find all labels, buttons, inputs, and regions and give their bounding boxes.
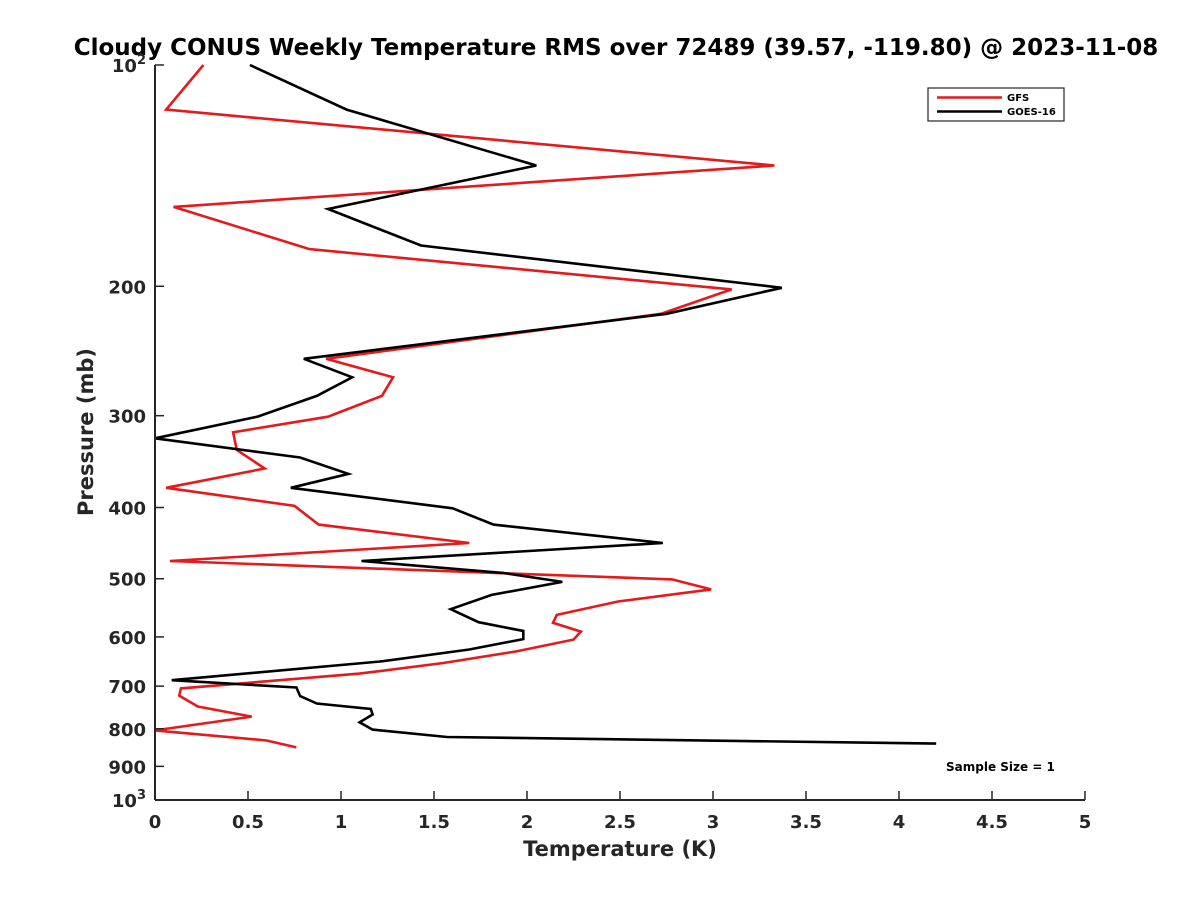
series-line-goes16 (154, 63, 937, 745)
x-tick-label: 1.5 (418, 812, 450, 833)
x-tick-label: 3 (707, 812, 720, 833)
x-tick-label: 0.5 (232, 812, 264, 833)
y-tick-label: 103 (112, 788, 146, 812)
legend: GFS GOES-16 (927, 87, 1065, 122)
legend-label-gfs: GFS (1007, 93, 1029, 104)
y-tick-label: 800 (108, 720, 146, 741)
x-tick-label: 5 (1079, 812, 1092, 833)
y-tick-label: 600 (108, 628, 146, 649)
series-line-gfs (154, 64, 775, 749)
y-axis-label: Pressure (mb) (74, 348, 98, 516)
x-tick-label: 2 (521, 812, 534, 833)
sample-size-annotation: Sample Size = 1 (946, 760, 1055, 774)
y-tick-label: 300 (108, 407, 146, 428)
y-axis-ticks: 102 200 300 400 500 600 700 800 900 103 (108, 53, 164, 812)
y-tick-label: 400 (108, 499, 146, 520)
x-tick-label: 0 (149, 812, 162, 833)
x-tick-label: 1 (335, 812, 348, 833)
y-tick-label: 200 (108, 277, 146, 298)
legend-box (927, 87, 1065, 122)
x-axis-ticks: 0 0.5 1 1.5 2 2.5 3 3.5 4 4.5 5 (149, 791, 1092, 833)
y-tick-label: 102 (112, 53, 146, 77)
y-tick-label: 500 (108, 570, 146, 591)
x-tick-label: 4.5 (976, 812, 1008, 833)
legend-label-goes16: GOES-16 (1007, 107, 1056, 118)
y-tick-label: 900 (108, 757, 146, 778)
chart-title: Cloudy CONUS Weekly Temperature RMS over… (74, 35, 1159, 61)
x-tick-label: 4 (893, 812, 906, 833)
plot-area: 0 0.5 1 1.5 2 2.5 3 3.5 4 4.5 5 102 200 300 400 500 600… (108, 53, 1091, 833)
x-tick-label: 2.5 (604, 812, 636, 833)
x-axis-label: Temperature (K) (523, 837, 717, 861)
y-tick-label: 700 (108, 677, 146, 698)
x-tick-label: 3.5 (790, 812, 822, 833)
series-layer (154, 63, 937, 749)
